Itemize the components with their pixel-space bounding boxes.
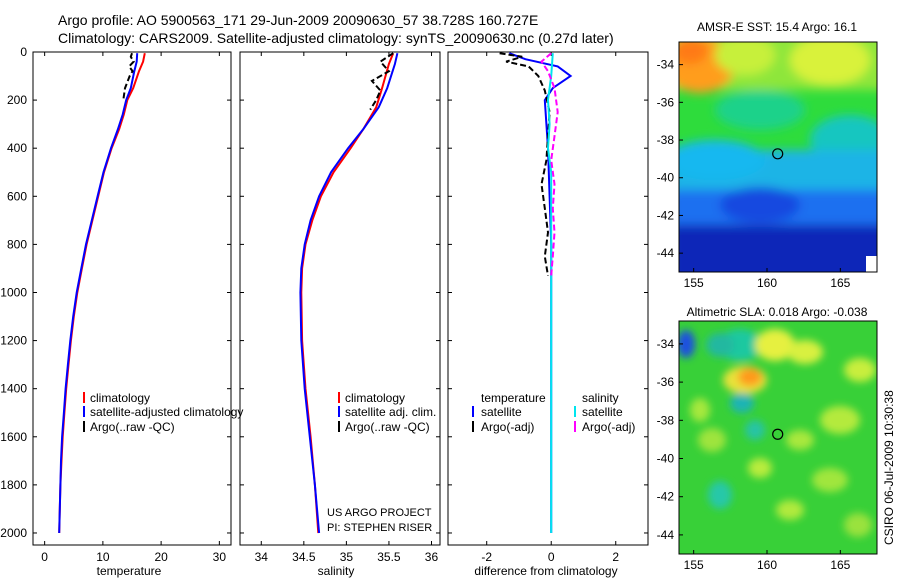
x-tick-label: 30	[213, 550, 227, 564]
map-y-tick-label: -36	[657, 375, 675, 389]
y-tick-label: 1000	[0, 285, 27, 299]
temperature-plot-frame	[32, 51, 232, 546]
x-tick-label: 36	[425, 550, 439, 564]
legend-label-climatology: climatology	[90, 391, 150, 405]
map-y-tick-label: -36	[657, 95, 675, 109]
map-y-tick-label: -44	[657, 528, 675, 542]
sst-map-axes: 155 160 165 -34 -36 -38 -40 -42 -44	[657, 58, 851, 290]
y-tick-label: 2000	[0, 526, 27, 540]
sla-map-title: Altimetric SLA: 0.018 Argo: -0.038	[687, 305, 868, 319]
legend-label-satellite: satellite adj. clim.	[345, 405, 436, 419]
map-x-tick-label: 155	[684, 558, 704, 572]
footer-stamp: CSIRO 06-Jul-2009 10:30:38	[882, 390, 896, 545]
sla-map-field	[679, 321, 877, 554]
map-x-tick-label: 160	[757, 558, 777, 572]
sst-map-frame	[678, 41, 878, 273]
y-tick-label: 600	[7, 189, 27, 203]
legend-title-salinity: salinity	[582, 391, 619, 405]
map-y-tick-label: -42	[657, 208, 675, 222]
x-tick-label: 10	[96, 550, 110, 564]
map-y-tick-label: -40	[657, 171, 675, 185]
sla-map-axes: 155 160 165 -34 -36 -38 -40 -42 -44	[657, 337, 851, 572]
legend-label-climatology: climatology	[345, 391, 405, 405]
series-line-argo-raw-qc-	[122, 52, 135, 101]
difference-legend: temperature satellite Argo(-adj) salinit…	[472, 391, 635, 434]
salinity-axis-label: salinity	[318, 564, 355, 578]
map-y-tick-label: -38	[657, 413, 675, 427]
temperature-plot: 0 10 20 30 0 200 400 600 800 1000 1200 1400 1600 1800…	[0, 45, 231, 564]
series-line-salinity-argo-adj-	[540, 52, 559, 276]
figure-title-line-2: Climatology: CARS2009. Satellite-adjuste…	[58, 30, 614, 46]
x-tick-label: 34	[255, 550, 269, 564]
map-y-tick-label: -40	[657, 452, 675, 466]
legend-label-temp-argo: Argo(-adj)	[481, 420, 534, 434]
map-x-tick-label: 160	[757, 276, 777, 290]
map-x-tick-label: 155	[684, 276, 704, 290]
map-y-tick-label: -42	[657, 490, 675, 504]
x-tick-label: 0	[41, 550, 48, 564]
x-tick-label: 35.5	[377, 550, 401, 564]
sst-map-field	[679, 42, 877, 272]
sst-map-title: AMSR-E SST: 15.4 Argo: 16.1	[697, 20, 857, 34]
y-tick-label: 0	[20, 45, 27, 59]
x-tick-label: 35	[340, 550, 354, 564]
legend-label-sal-argo: Argo(-adj)	[582, 420, 635, 434]
y-tick-label: 1800	[0, 478, 27, 492]
y-tick-label: 200	[7, 93, 27, 107]
series-line-argo-raw-qc-	[369, 52, 394, 111]
map-y-tick-label: -34	[657, 58, 675, 72]
series-line-satellite-adj-clim-	[299, 52, 399, 534]
pi-label: PI: STEPHEN RISER	[327, 522, 432, 534]
y-tick-label: 1400	[0, 382, 27, 396]
sla-map-frame	[678, 320, 878, 555]
series-line-salinity-satellite	[546, 53, 554, 533]
float-position-marker	[772, 428, 784, 440]
x-tick-label: -2	[481, 550, 492, 564]
difference-axis-label: difference from climatology	[474, 564, 617, 578]
figure-title-line-1: Argo profile: AO 5900563_171 29-Jun-2009…	[58, 12, 539, 28]
map-y-tick-label: -44	[657, 246, 675, 260]
difference-plot: -2 0 2	[448, 51, 648, 564]
legend-label-satellite: satellite-adjusted climatology	[90, 405, 243, 419]
legend-label-argo: Argo(..raw -QC)	[90, 420, 175, 434]
legend-label-argo: Argo(..raw -QC)	[345, 420, 430, 434]
y-tick-label: 400	[7, 141, 27, 155]
legend-label-sal-satellite: satellite	[582, 405, 623, 419]
float-position-marker	[772, 148, 784, 160]
map-y-tick-label: -38	[657, 133, 675, 147]
map-x-tick-label: 165	[830, 558, 850, 572]
legend-label-temp-satellite: satellite	[481, 405, 522, 419]
y-tick-label: 800	[7, 237, 27, 251]
x-tick-label: 34.5	[292, 550, 316, 564]
project-label: US ARGO PROJECT	[327, 507, 432, 519]
x-tick-label: 2	[612, 550, 619, 564]
salinity-plot: 34 34.5 35 35.5 36	[240, 51, 440, 564]
salinity-legend: climatology satellite adj. clim. Argo(..…	[327, 391, 436, 534]
x-tick-label: 20	[154, 550, 168, 564]
salinity-plot-frame	[239, 51, 441, 546]
map-y-tick-label: -34	[657, 337, 675, 351]
legend-title-temperature: temperature	[481, 391, 546, 405]
map-x-tick-label: 165	[830, 276, 850, 290]
temperature-axis-label: temperature	[97, 564, 162, 578]
y-tick-label: 1600	[0, 430, 27, 444]
temperature-legend: climatology satellite-adjusted climatolo…	[83, 391, 243, 434]
x-tick-label: 0	[548, 550, 555, 564]
y-tick-label: 1200	[0, 334, 27, 348]
series-line-satellite-adjusted-climatology	[58, 53, 139, 534]
